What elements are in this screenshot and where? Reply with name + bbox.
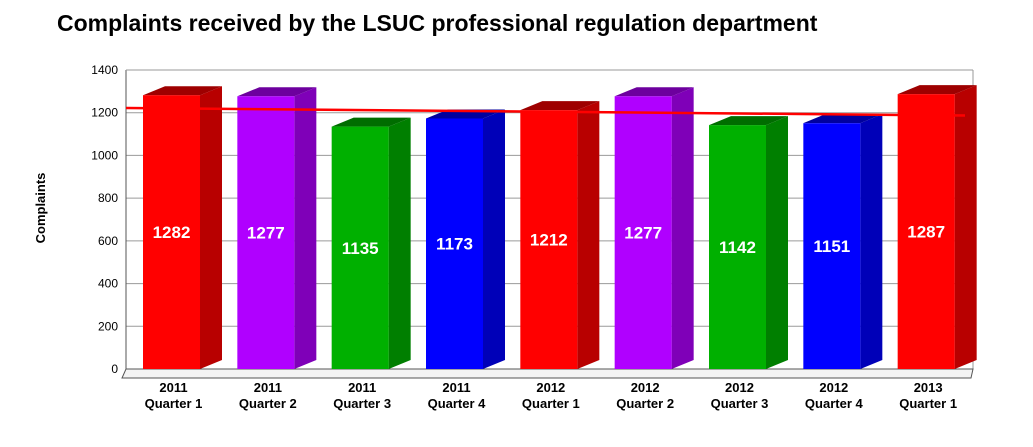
bar-top [803,114,883,124]
bar-side [388,117,411,369]
bar [614,87,694,369]
y-tick-label: 0 [111,362,118,376]
y-tick-label: 1200 [91,106,118,120]
bar-front [709,125,766,369]
data-label: 1173 [436,235,473,254]
bar-side [766,116,788,369]
bar-top [520,101,600,111]
bar-front [897,94,955,369]
data-label: 1287 [907,223,945,242]
data-label: 1151 [813,237,850,256]
bar-side [483,109,505,369]
bar-front [426,118,483,369]
bar [897,85,977,369]
y-tick-label: 800 [98,191,118,205]
bar-front [520,110,578,369]
bar [237,87,317,369]
y-tick-label: 400 [98,277,118,291]
bar-top [143,86,222,96]
y-axis-title: Complaints [33,173,48,244]
y-axis-ticks: 0 200 400 600 800 1000 1200 1400 [91,63,118,376]
bar-top [237,87,317,97]
x-tick-label: 2012 Quarter 4 [805,380,864,411]
data-label: 1142 [719,238,756,257]
y-tick-label: 600 [98,234,118,248]
bar-front [331,126,389,369]
bar-front [614,96,672,369]
bar-top [897,85,977,95]
trend-line [125,106,966,117]
data-label: 1212 [530,231,568,250]
bar [143,86,222,370]
bar-top [331,117,411,127]
y-tick-label: 200 [98,319,118,333]
bar-side [200,86,222,370]
bar-front [143,95,200,370]
y-tick-label: 1400 [91,63,118,77]
bar-front [803,123,861,369]
bar [803,114,883,369]
chart-title: Complaints received by the LSUC professi… [57,10,818,36]
x-tick-label: 2011 Quarter 4 [428,380,487,411]
y-tick-label: 1000 [91,148,118,162]
x-tick-label: 2012 Quarter 2 [616,380,674,411]
bar [331,117,411,369]
x-tick-label: 2012 Quarter 3 [711,380,769,411]
bars [143,85,977,370]
data-label: 1277 [624,224,662,243]
bar-side [860,114,883,369]
bar-side [671,87,694,369]
data-label: 1277 [247,224,285,243]
bar-front [237,96,295,369]
data-label: 1282 [153,223,191,242]
bar [709,116,788,369]
x-tick-label: 2011 Quarter 2 [239,380,297,411]
floor [121,368,974,379]
bar-side [577,101,600,369]
bar-top [614,87,694,97]
bar-side [954,85,977,369]
bar-side [294,87,317,369]
bar-top [709,116,788,126]
x-tick-label: 2013 Quarter 1 [899,380,957,411]
x-tick-label: 2011 Quarter 1 [145,380,203,411]
x-tick-label: 2011 Quarter 3 [333,380,391,411]
x-axis-labels: 2011 Quarter 1 2011 Quarter 2 2011 Quarter 3 2… [145,380,957,411]
x-tick-label: 2012 Quarter 1 [522,380,580,411]
trendline [125,106,966,117]
data-label: 1135 [342,239,379,258]
data-labels: 1282 1277 1135 1173 1212 1277 1142 1151 1287 [153,223,945,258]
bar [520,101,600,369]
